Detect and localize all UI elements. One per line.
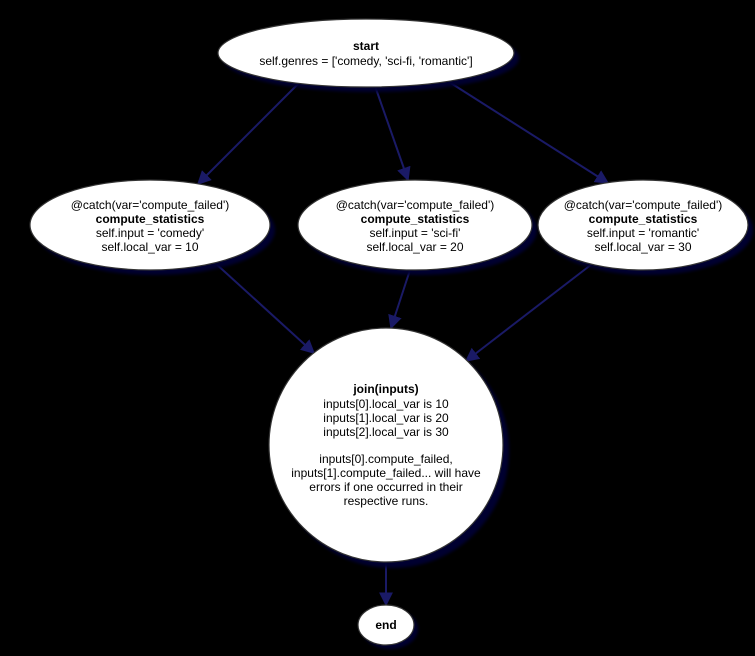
compute0-line1: self.input = 'comedy' — [96, 226, 204, 240]
node-compute2: @catch(var='compute_failed') compute_sta… — [538, 180, 753, 275]
join-line8: respective runs. — [344, 494, 429, 508]
edge-compute2-join — [466, 264, 592, 361]
node-join: join(inputs) inputs[0].local_var is 10 i… — [269, 328, 509, 568]
compute2-title: compute_statistics — [589, 212, 698, 226]
join-line7: errors if one occurred in their — [309, 480, 462, 494]
node-compute0: @catch(var='compute_failed') compute_sta… — [30, 180, 275, 275]
join-line2: inputs[1].local_var is 20 — [323, 411, 449, 425]
flowchart-diagram: start self.genres = ['comedy, 'sci-fi, '… — [0, 0, 755, 656]
node-compute1: @catch(var='compute_failed') compute_sta… — [298, 180, 537, 275]
compute2-annot: @catch(var='compute_failed') — [564, 198, 723, 212]
join-line1: inputs[0].local_var is 10 — [323, 397, 449, 411]
compute1-title: compute_statistics — [361, 212, 470, 226]
edge-compute1-join — [391, 270, 410, 328]
node-start: start self.genres = ['comedy, 'sci-fi, '… — [218, 19, 519, 92]
end-title: end — [375, 618, 396, 632]
start-line1: self.genres = ['comedy, 'sci-fi, 'romant… — [259, 54, 472, 68]
compute1-annot: @catch(var='compute_failed') — [336, 198, 495, 212]
join-line6: inputs[1].compute_failed... will have — [291, 466, 481, 480]
join-line5: inputs[0].compute_failed, — [319, 452, 452, 466]
compute2-line1: self.input = 'romantic' — [587, 226, 699, 240]
nodes-group: start self.genres = ['comedy, 'sci-fi, '… — [30, 19, 753, 649]
compute0-line2: self.local_var = 10 — [101, 240, 198, 254]
edge-start-compute0 — [198, 82, 300, 184]
start-title: start — [353, 39, 379, 53]
join-line3: inputs[2].local_var is 30 — [323, 425, 449, 439]
node-end: end — [358, 605, 418, 649]
compute0-annot: @catch(var='compute_failed') — [71, 198, 230, 212]
edge-start-compute1 — [375, 86, 408, 180]
edge-start-compute2 — [446, 80, 608, 183]
compute1-line2: self.local_var = 20 — [366, 240, 463, 254]
compute1-line1: self.input = 'sci-fi' — [370, 226, 461, 240]
edge-compute0-join — [214, 262, 314, 353]
join-title: join(inputs) — [352, 382, 418, 396]
compute0-title: compute_statistics — [96, 212, 205, 226]
compute2-line2: self.local_var = 30 — [594, 240, 691, 254]
